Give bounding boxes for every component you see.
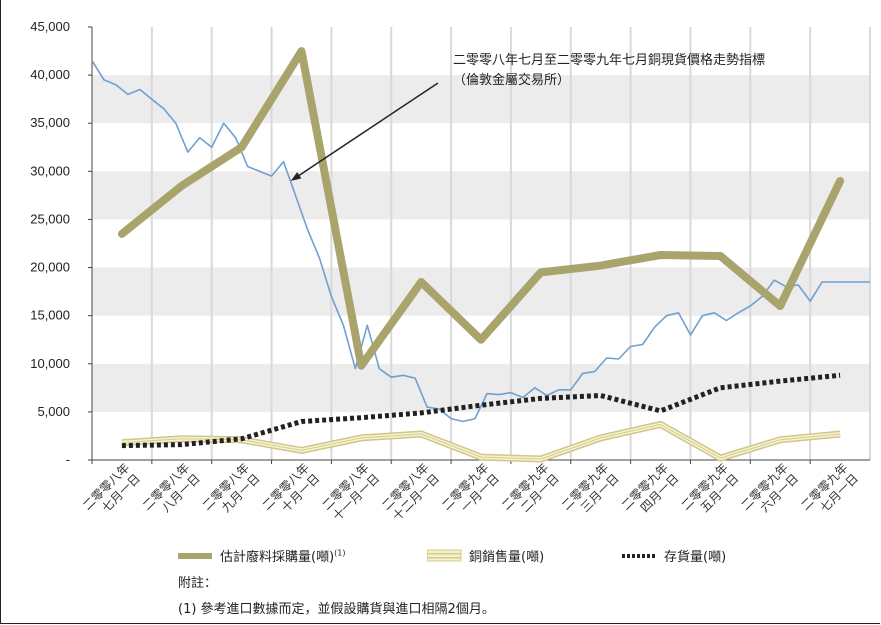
y-tick-label: 15,000: [30, 308, 70, 323]
plot-band: [92, 75, 870, 124]
y-tick-label: 45,000: [30, 19, 70, 34]
legend-label-scrap: 估計廢料採購量(噸)(1): [220, 548, 346, 565]
series-copper-price-line: [91, 60, 870, 423]
plot-band: [92, 363, 870, 412]
annotation-arrow-line: [296, 82, 439, 178]
y-tick-label: 20,000: [30, 260, 70, 275]
legend-item-sales: 銅銷售量(噸): [427, 546, 544, 565]
annotation-arrowhead: [290, 172, 302, 181]
annotation-subtitle: （倫敦金屬交易所）: [453, 72, 570, 88]
notes-line-1: (1) 參考進口數據而定，並假設購貨與進口相隔2個月。: [178, 602, 495, 617]
y-tick-label: 25,000: [30, 211, 70, 226]
series-inventory-line: [121, 372, 841, 449]
plot-band: [92, 171, 870, 220]
legend-swatch-scrap: [178, 552, 212, 559]
plot-band: [92, 267, 870, 316]
y-tick-label: 40,000: [30, 67, 70, 82]
annotation-title: 二零零八年七月至二零零九年七月銅現貨價格走勢指標: [453, 52, 765, 68]
y-tick-label: 30,000: [30, 163, 70, 178]
legend-item-inventory: 存貨量(噸): [622, 546, 726, 565]
y-tick-label: 10,000: [30, 356, 70, 371]
legend-swatch-inventory: [622, 553, 656, 558]
y-tick-label: -: [66, 452, 70, 467]
series-scrap-line: [117, 47, 845, 370]
notes-title: 附註：: [178, 576, 218, 591]
y-tick-label: 35,000: [30, 115, 70, 130]
legend-label-sales: 銅銷售量(噸): [469, 550, 545, 565]
y-tick-label: 5,000: [37, 404, 70, 419]
legend-label-inventory: 存貨量(噸): [664, 550, 727, 565]
legend-swatch-sales: [427, 549, 462, 561]
legend-item-scrap: 估計廢料採購量(噸)(1): [178, 546, 346, 565]
